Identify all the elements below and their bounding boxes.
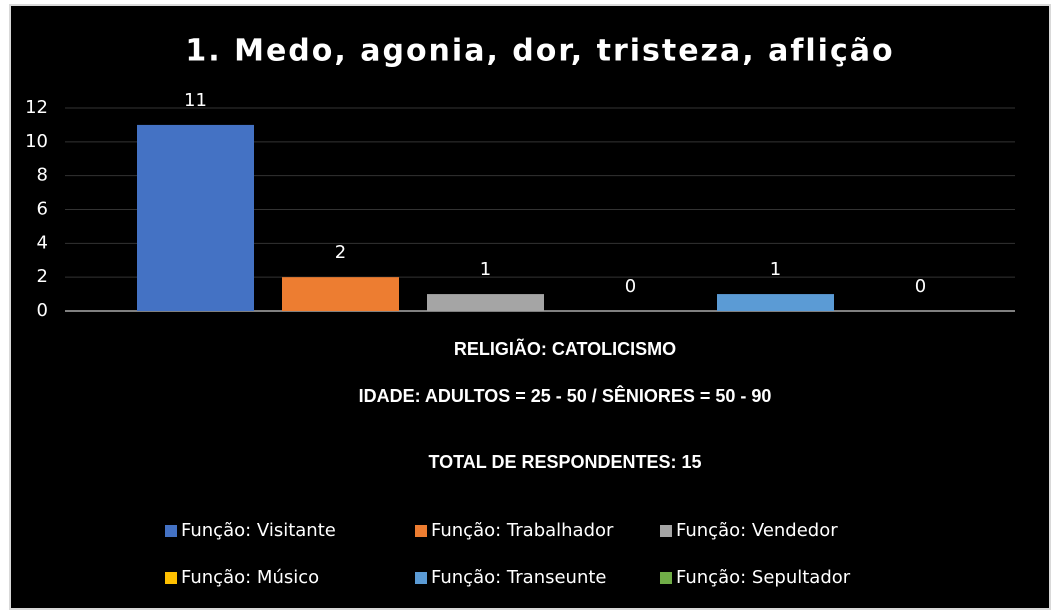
legend-label: Função: Transeunte <box>431 567 607 588</box>
legend-swatch <box>660 572 672 584</box>
legend-swatch <box>415 525 427 537</box>
annotation: TOTAL DE RESPONDENTES: 15 <box>428 452 701 472</box>
y-tick-label: 4 <box>37 232 48 253</box>
y-tick-label: 6 <box>37 199 48 220</box>
legend-label: Função: Sepultador <box>676 567 851 588</box>
y-tick-label: 10 <box>25 131 48 152</box>
legend-swatch <box>660 525 672 537</box>
legend-swatch <box>415 572 427 584</box>
chart-title: 1. Medo, agonia, dor, tristeza, aflição <box>185 34 894 69</box>
legend-label: Função: Visitante <box>181 520 336 541</box>
data-label: 0 <box>915 276 926 297</box>
y-tick-label: 12 <box>25 97 48 118</box>
bar <box>427 294 544 311</box>
bar <box>137 124 254 312</box>
legend-label: Função: Vendedor <box>676 520 838 541</box>
data-label: 0 <box>625 276 636 297</box>
data-label: 11 <box>184 90 207 111</box>
legend-swatch <box>165 572 177 584</box>
y-tick-label: 0 <box>37 300 48 321</box>
legend-label: Função: Músico <box>181 567 319 588</box>
data-label: 2 <box>335 242 346 263</box>
data-label: 1 <box>770 259 781 280</box>
bar <box>282 277 399 311</box>
annotation: IDADE: ADULTOS = 25 - 50 / SÊNIORES = 50… <box>359 385 772 406</box>
annotation: RELIGIÃO: CATOLICISMO <box>454 338 676 359</box>
bar <box>717 294 834 311</box>
data-label: 1 <box>480 259 491 280</box>
y-tick-label: 2 <box>37 266 48 287</box>
legend-swatch <box>165 525 177 537</box>
legend-label: Função: Trabalhador <box>431 520 614 541</box>
y-tick-label: 8 <box>37 165 48 186</box>
